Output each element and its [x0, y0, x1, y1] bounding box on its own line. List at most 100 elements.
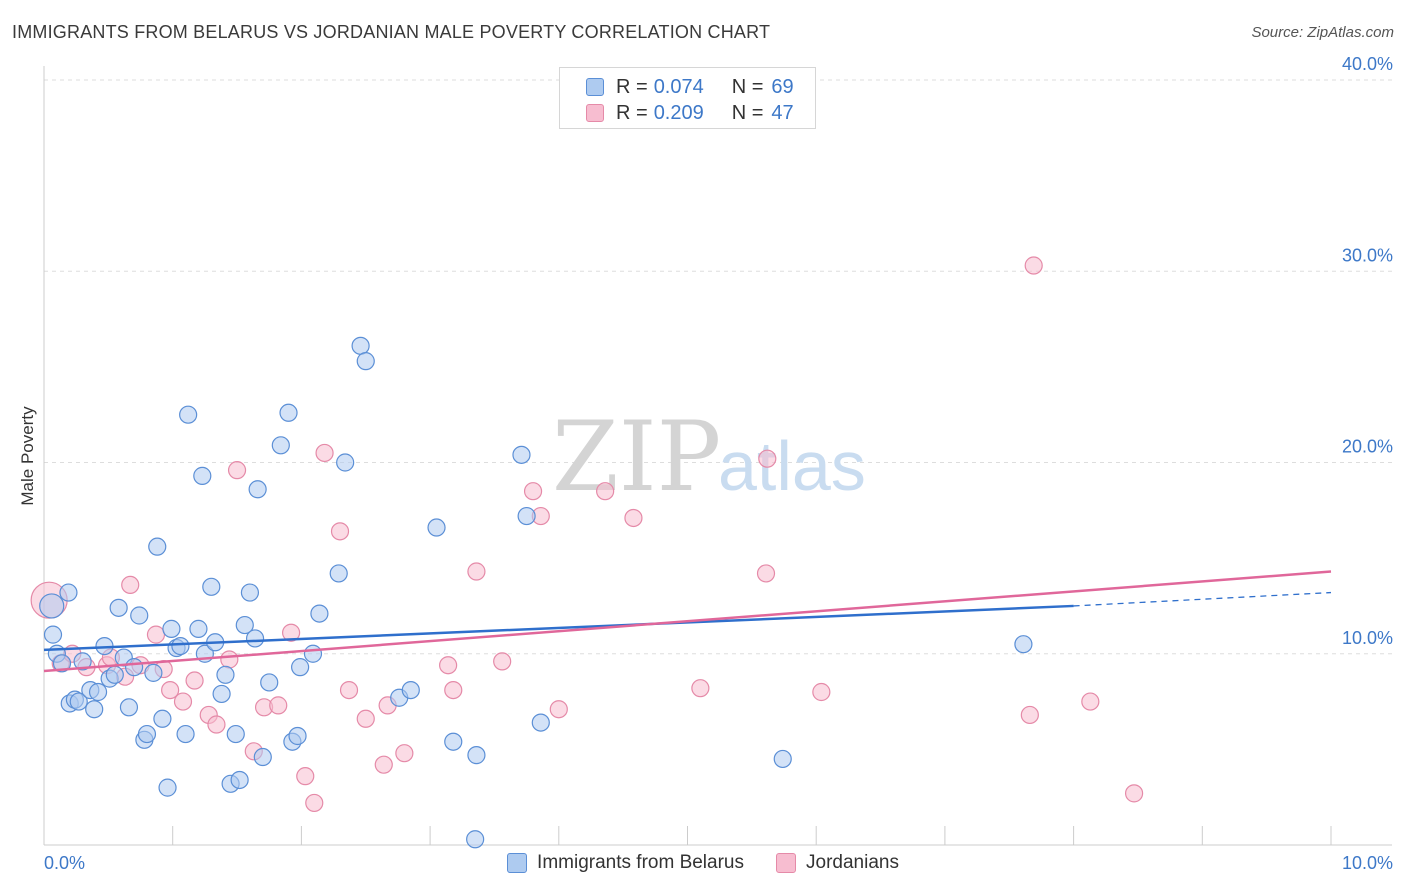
r-value: 0.074	[653, 75, 704, 98]
jordanian-point	[374, 755, 393, 774]
belarus-point	[109, 598, 128, 617]
trend-line-jordanians	[43, 570, 1332, 673]
belarus-point	[105, 665, 124, 684]
jordanian-point	[1024, 256, 1043, 275]
belarus-point	[158, 778, 177, 797]
belarus-point	[427, 518, 446, 537]
y-tick-label: 40.0%	[1342, 54, 1393, 74]
series-belarus	[39, 336, 1033, 849]
belarus-point	[212, 684, 231, 704]
belarus-point	[69, 692, 88, 711]
belarus-point	[253, 747, 272, 767]
jordanian-point	[339, 680, 359, 700]
belarus-point	[271, 436, 290, 455]
grid-lines	[44, 79, 1392, 655]
belarus-point	[144, 663, 163, 682]
jordanian-point	[315, 443, 334, 463]
belarus-point	[291, 658, 310, 677]
y-tick-label: 30.0%	[1342, 245, 1393, 265]
belarus-point	[329, 564, 348, 583]
jordanian-point	[1081, 692, 1100, 711]
jordanian-point	[1124, 784, 1144, 803]
belarus-point	[310, 604, 329, 623]
belarus-point	[235, 615, 254, 635]
jordanian-point	[549, 700, 568, 719]
jordanian-point	[305, 793, 324, 813]
belarus-point	[245, 629, 265, 648]
jordanian-point	[207, 715, 226, 734]
belarus-point	[171, 636, 190, 656]
belarus-point	[193, 466, 212, 485]
belarus-point	[39, 593, 65, 619]
belarus-point	[1014, 635, 1033, 654]
jordanian-point	[624, 508, 643, 528]
jordanian-point	[282, 623, 301, 642]
belarus-point	[59, 583, 78, 602]
jordanian-point	[439, 656, 458, 675]
belarus-point	[88, 682, 108, 702]
belarus-point	[517, 506, 536, 526]
belarus-point	[444, 732, 463, 751]
belarus-point	[303, 644, 323, 663]
jordanian-point	[756, 564, 776, 583]
trend-line-belarus-extension	[1073, 591, 1332, 607]
stats-row-belarus: R = 0.074 N = 69	[586, 74, 794, 100]
series-jordanians	[30, 256, 1144, 813]
jordanian-point	[296, 767, 315, 786]
belarus-point	[260, 673, 279, 692]
axes	[43, 66, 1392, 846]
belarus-point	[531, 713, 550, 732]
jordanian-point	[493, 652, 512, 671]
jordanian-point	[185, 671, 204, 690]
jordanian-point	[146, 625, 166, 644]
legend-label-belarus: Immigrants from Belarus	[537, 852, 744, 873]
belarus-point	[73, 652, 92, 671]
belarus-point	[401, 680, 420, 700]
jordanian-point	[444, 680, 463, 700]
jordanian-point	[227, 461, 247, 480]
belarus-point	[153, 709, 172, 728]
jordanian-point	[596, 482, 615, 501]
watermark: ZIP atlas	[552, 401, 866, 513]
r-label: R =	[616, 75, 648, 98]
jordanians-swatch	[586, 104, 604, 122]
jordanian-point	[758, 449, 777, 468]
jordanian-point	[467, 562, 486, 581]
jordanian-point	[395, 744, 414, 763]
legend-label-jordanians: Jordanians	[806, 852, 899, 873]
belarus-point	[85, 700, 104, 719]
legend-item-jordanians[interactable]: Jordanians	[776, 852, 899, 874]
jordanian-point	[523, 482, 543, 501]
belarus-point	[466, 830, 485, 849]
legend-swatch-jordanians	[776, 853, 796, 873]
watermark-zip: ZIP	[552, 401, 721, 513]
x-tick-label: 10.0%	[1342, 853, 1393, 873]
belarus-point	[230, 770, 249, 790]
chart-title: IMMIGRANTS FROM BELARUS VS JORDANIAN MAL…	[12, 22, 771, 42]
belarus-point	[124, 658, 144, 677]
belarus-point	[356, 352, 375, 371]
n-label: N =	[731, 75, 764, 98]
belarus-point	[179, 405, 198, 424]
jordanian-point	[1020, 705, 1039, 725]
jordanian-point	[173, 692, 193, 711]
belarus-point	[240, 583, 260, 602]
r-label: R =	[616, 101, 648, 124]
belarus-point	[288, 726, 307, 746]
belarus-point	[351, 336, 370, 355]
y-tick-label: 20.0%	[1342, 437, 1393, 457]
belarus-point	[467, 746, 486, 765]
belarus-point	[226, 724, 245, 744]
source-label: Source: ZipAtlas.com	[1251, 24, 1394, 41]
legend: Immigrants from Belarus Jordanians	[0, 852, 1406, 874]
stats-row-jordanians: R = 0.209 N = 47	[586, 100, 794, 126]
belarus-point	[119, 698, 139, 717]
jordanian-point	[121, 575, 140, 595]
belarus-point	[43, 625, 63, 644]
belarus-point	[279, 403, 298, 422]
n-value: 69	[771, 75, 794, 98]
belarus-point	[512, 445, 531, 464]
x-tick-label: 0.0%	[44, 853, 85, 873]
legend-item-belarus[interactable]: Immigrants from Belarus	[507, 852, 744, 874]
